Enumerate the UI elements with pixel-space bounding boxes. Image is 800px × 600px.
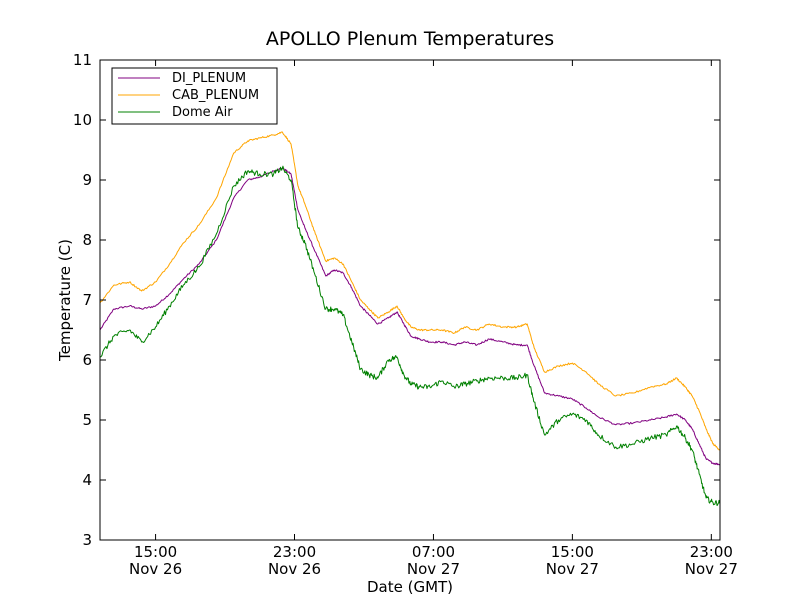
series-layer (100, 131, 720, 506)
legend-label: CAB_PLENUM (172, 88, 259, 103)
x-axis-label: Date (GMT) (367, 578, 453, 596)
x-tick-label-date: Nov 26 (268, 560, 321, 578)
x-tick-label-date: Nov 27 (685, 560, 738, 578)
plot-frame (99, 59, 721, 541)
x-tick-label-date: Nov 27 (546, 560, 599, 578)
series-line-di-plenum (100, 167, 720, 466)
x-tick-label-time: 23:00 (273, 543, 316, 561)
y-tick-label: 6 (82, 351, 92, 369)
legend-label: DI_PLENUM (172, 71, 246, 86)
x-tick-label-time: 23:00 (690, 543, 733, 561)
y-tick-label: 11 (73, 51, 92, 69)
y-tick-label: 7 (82, 291, 92, 309)
x-tick-label-time: 15:00 (134, 543, 177, 561)
x-tick-label-time: 07:00 (412, 543, 455, 561)
x-tick-label-date: Nov 27 (407, 560, 460, 578)
legend-box (111, 67, 278, 125)
legend: DI_PLENUM CAB_PLENUM Dome Air (111, 67, 278, 125)
y-tick-label: 8 (82, 231, 92, 249)
x-tick-label-date: Nov 26 (129, 560, 182, 578)
chart-title: APOLLO Plenum Temperatures (266, 28, 554, 50)
y-tick-label: 5 (82, 411, 92, 429)
y-axis-label: Temperature (C) (56, 239, 74, 362)
y-tick-label: 10 (73, 111, 92, 129)
series-line-cab-plenum (100, 131, 720, 451)
y-tick-label: 3 (82, 531, 92, 549)
y-tick-label: 9 (82, 171, 92, 189)
x-tick-label-time: 15:00 (551, 543, 594, 561)
y-tick-label: 4 (82, 471, 92, 489)
legend-label: Dome Air (172, 105, 233, 120)
series-line-dome-air (100, 165, 720, 506)
